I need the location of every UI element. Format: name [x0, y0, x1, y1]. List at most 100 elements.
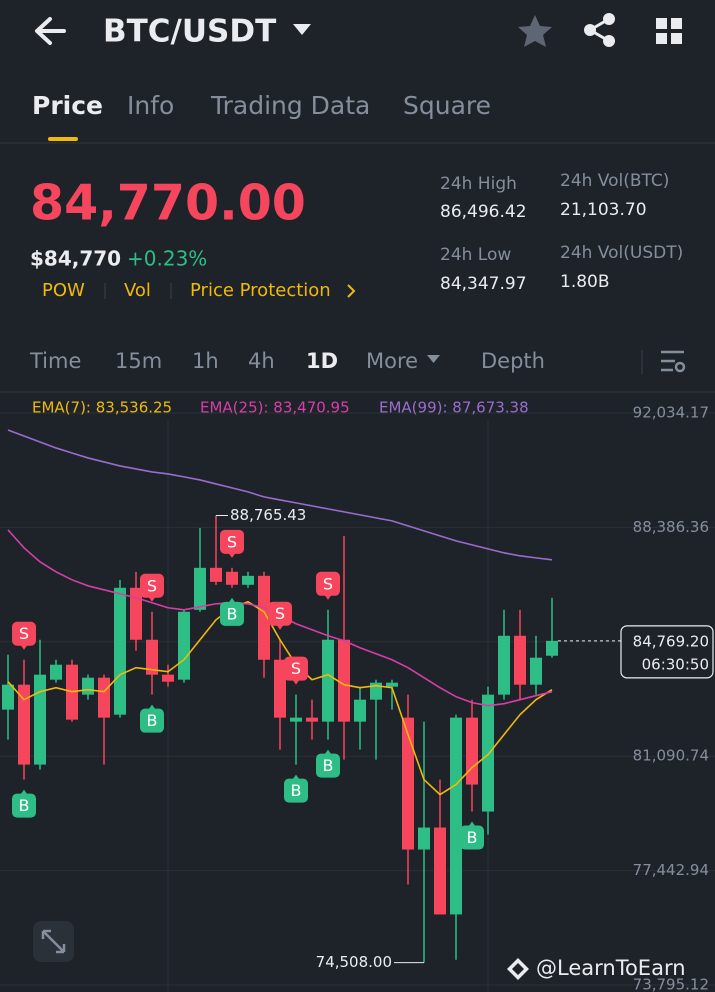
back-arrow — [35, 17, 66, 45]
candle-body — [322, 639, 334, 722]
pair-title[interactable]: BTC/USDT — [103, 14, 276, 50]
candle-body — [418, 827, 430, 850]
tag-chevron[interactable] — [347, 284, 356, 298]
stat-value: 1.80B — [560, 272, 610, 292]
settings-lines — [661, 350, 684, 372]
stat-label: 24h Vol(BTC) — [560, 171, 669, 191]
signal-badge — [220, 529, 244, 554]
candle-body — [114, 587, 126, 715]
candle-body — [338, 639, 350, 722]
signal-badge — [140, 708, 164, 733]
candle-body — [146, 639, 158, 675]
signal-label: B — [147, 711, 158, 730]
favorite-icon[interactable] — [518, 15, 552, 47]
high-label: 88,765.43 — [230, 506, 306, 524]
interval[interactable]: Depth — [481, 349, 545, 373]
signal-badge — [460, 825, 484, 850]
tab[interactable]: Price — [32, 91, 103, 120]
back-button[interactable] — [35, 17, 66, 45]
signal-label: B — [227, 604, 238, 623]
tab-indicator — [48, 137, 78, 141]
interval[interactable]: 1D — [306, 349, 338, 373]
more-caret[interactable] — [427, 355, 440, 363]
y-tick-label: 73,795.12 — [633, 976, 709, 992]
candle-body — [18, 684, 30, 765]
candle-body — [306, 717, 318, 722]
candle-body — [434, 827, 446, 915]
candlestick-chart: 92,034.1788,386.3684,738.5581,090.7477,4… — [0, 399, 715, 992]
signal-label: S — [227, 532, 237, 551]
pair-caret[interactable] — [293, 24, 311, 35]
signal-label: B — [467, 828, 478, 847]
signal-badge — [12, 621, 36, 646]
grid-cell — [656, 33, 667, 44]
candle-body — [466, 717, 478, 785]
signal-label: S — [19, 624, 29, 643]
share-links — [587, 17, 610, 43]
candle-body — [210, 567, 222, 582]
signal-badge — [284, 656, 308, 681]
watermark-logo — [507, 958, 529, 980]
price-change: +0.23% — [127, 247, 207, 271]
legend-entry: EMA(25): 83,470.95 — [200, 399, 350, 417]
stat-value: 86,496.42 — [440, 202, 527, 222]
candle-body — [386, 682, 398, 687]
last-price: 84,770.00 — [30, 175, 306, 232]
candle-body — [498, 635, 510, 695]
tab[interactable]: Square — [403, 91, 491, 120]
fullscreen-button[interactable] — [33, 921, 74, 962]
signal-badge — [268, 601, 292, 626]
tag[interactable]: POW — [42, 280, 85, 301]
tab[interactable]: Trading Data — [210, 91, 370, 120]
share-icon[interactable] — [584, 13, 615, 47]
ema-line — [7, 600, 553, 796]
tag[interactable]: Vol — [124, 280, 151, 301]
candle-body — [530, 657, 542, 685]
signal-label: S — [147, 576, 157, 595]
grid-cell — [656, 18, 667, 29]
countdown: 06:30:50 — [642, 655, 709, 673]
candle-body — [242, 575, 254, 585]
fullscreen-arrows — [41, 929, 66, 954]
ema-line — [7, 429, 553, 561]
candle-body — [226, 571, 238, 585]
stat-value: 21,103.70 — [560, 200, 647, 220]
grid-cell — [671, 18, 682, 29]
interval[interactable]: More — [366, 349, 418, 373]
stat-label: 24h High — [440, 174, 517, 194]
last-price-box — [620, 625, 714, 679]
legend-entry: EMA(7): 83,536.25 — [32, 399, 172, 417]
y-tick-label: 88,386.36 — [633, 518, 709, 536]
y-tick-label: 81,090.74 — [633, 747, 709, 765]
candle-body — [82, 677, 94, 695]
y-tick-label: 77,442.94 — [633, 861, 709, 879]
signal-label: S — [291, 659, 301, 678]
stat-value: 84,347.97 — [440, 274, 527, 294]
interval[interactable]: Time — [29, 349, 81, 373]
chart-settings-icon[interactable] — [661, 350, 686, 373]
interval[interactable]: 1h — [192, 349, 219, 373]
candle-body — [258, 575, 270, 660]
candle-body — [178, 611, 190, 680]
signal-label: B — [323, 756, 334, 775]
candle-body — [98, 677, 110, 718]
tab[interactable]: Info — [127, 91, 174, 120]
grid-menu-icon[interactable] — [656, 18, 682, 44]
signal-badge — [220, 601, 244, 626]
signal-badge — [316, 571, 340, 596]
signal-label: S — [275, 604, 285, 623]
candle-body — [370, 682, 382, 700]
settings-gear — [674, 361, 686, 373]
interval[interactable]: 4h — [248, 349, 275, 373]
candle-body — [2, 684, 14, 710]
candle-body — [130, 587, 142, 640]
candle-body — [450, 717, 462, 915]
tag[interactable]: Price Protection — [190, 280, 331, 301]
signal-badge — [316, 753, 340, 778]
candle-body — [546, 640, 558, 656]
usd-price: $84,770 — [30, 247, 121, 271]
signal-badge — [284, 778, 308, 803]
interval[interactable]: 15m — [115, 349, 162, 373]
